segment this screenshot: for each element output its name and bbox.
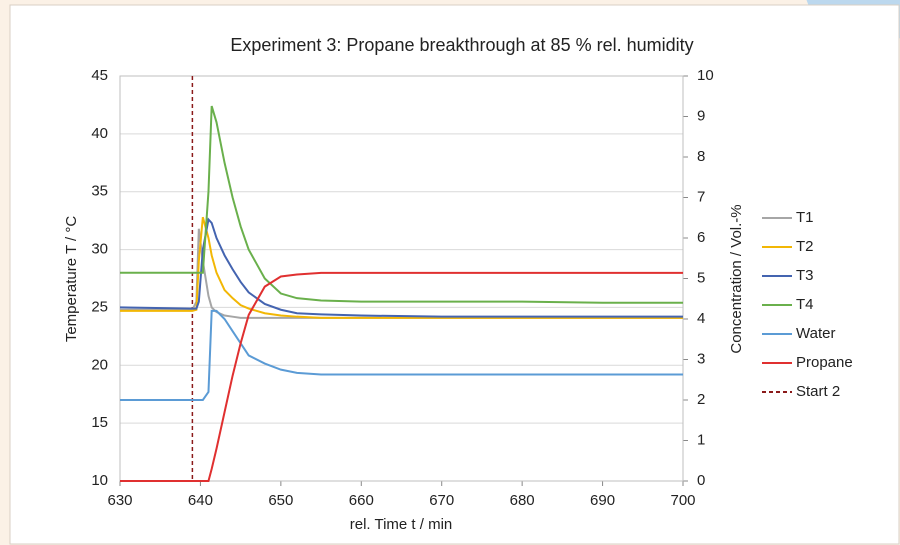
series-line <box>120 105 683 304</box>
y2-tick-label: 0 <box>697 472 705 489</box>
y-tick-label: 15 <box>91 414 108 431</box>
y-tick-label: 25 <box>91 298 108 315</box>
legend-label: T1 <box>796 209 814 226</box>
x-tick-label: 630 <box>107 492 132 509</box>
x-tick-label: 660 <box>349 492 374 509</box>
y-axis-title: Temperature T / °C <box>63 216 80 342</box>
series-line <box>119 217 683 318</box>
y-tick-label: 35 <box>91 183 108 200</box>
x-tick-label: 680 <box>510 492 535 509</box>
y2-tick-label: 9 <box>697 107 705 124</box>
x-tick-label: 640 <box>188 492 213 509</box>
legend-label: Propane <box>796 354 853 371</box>
series-line <box>120 216 683 319</box>
y-tick-label: 10 <box>91 472 108 489</box>
legend-label: T4 <box>796 296 814 313</box>
y-tick-label: 45 <box>91 67 108 84</box>
chart-title: Experiment 3: Propane breakthrough at 85… <box>230 35 693 55</box>
y2-tick-label: 4 <box>697 310 705 327</box>
x-tick-label: 670 <box>429 492 454 509</box>
plot-frame <box>119 75 684 482</box>
series-line <box>120 271 683 482</box>
y2-tick-label: 3 <box>697 350 705 367</box>
legend-label: T2 <box>796 238 814 255</box>
y2-axis-title: Concentration / Vol.-% <box>728 204 745 353</box>
y2-tick-label: 8 <box>697 148 705 165</box>
x-tick-label: 650 <box>268 492 293 509</box>
chart-area <box>9 4 900 545</box>
y-tick-label: 40 <box>91 125 108 142</box>
legend-label: Water <box>796 325 835 342</box>
legend-label: Start 2 <box>796 383 840 400</box>
x-axis-title: rel. Time t / min <box>350 516 453 533</box>
legend-label: T3 <box>796 267 814 284</box>
x-tick-label: 690 <box>590 492 615 509</box>
y2-tick-label: 2 <box>697 391 705 408</box>
x-tick-label: 700 <box>670 492 695 509</box>
y2-tick-label: 5 <box>697 269 705 286</box>
y-tick-label: 30 <box>91 241 108 258</box>
y2-tick-label: 10 <box>697 67 714 84</box>
y-tick-label: 20 <box>91 356 108 373</box>
y2-tick-label: 1 <box>697 431 705 448</box>
y2-tick-label: 6 <box>697 229 705 246</box>
y2-tick-label: 7 <box>697 188 705 205</box>
